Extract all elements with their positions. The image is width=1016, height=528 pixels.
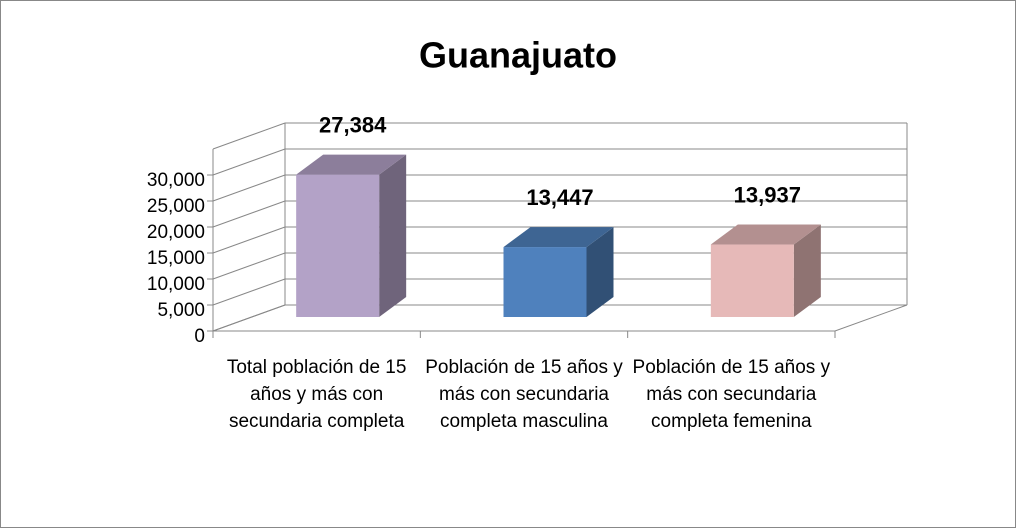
y-tick-label: 5,000 [157, 300, 205, 321]
bar-top [503, 227, 614, 248]
y-tick-label: 0 [194, 326, 205, 347]
y-tick-label: 30,000 [147, 170, 205, 191]
bar [296, 174, 380, 317]
chart-title: Guanajuato [419, 35, 617, 76]
bar-top [296, 154, 407, 175]
grid-line [212, 304, 286, 332]
value-label: 13,447 [526, 185, 593, 210]
grid-line [212, 174, 286, 202]
y-tick-label: 10,000 [147, 274, 205, 295]
bar-side [793, 224, 821, 317]
x-tick-label: Población de 15 años y más con secundari… [425, 357, 623, 432]
y-tick-label: 20,000 [147, 222, 205, 243]
bar-side [379, 154, 407, 317]
y-tick-label: 25,000 [147, 196, 205, 217]
grid-line [212, 200, 286, 228]
grid-line [212, 252, 286, 280]
x-tick-label: Total población de 15 años y más con sec… [226, 357, 407, 432]
grid-line [212, 148, 286, 176]
bar [503, 247, 587, 317]
grid-line [212, 226, 286, 254]
bar-side [586, 227, 614, 317]
grid-line [212, 278, 286, 306]
value-label: 27,384 [319, 112, 387, 137]
y-tick-label: 15,000 [147, 248, 205, 269]
bar-top [710, 224, 821, 245]
x-tick-label: Población de 15 años y más con secundari… [632, 357, 831, 432]
value-label: 13,937 [734, 182, 801, 207]
bar [710, 244, 794, 317]
wall-top [212, 122, 286, 150]
